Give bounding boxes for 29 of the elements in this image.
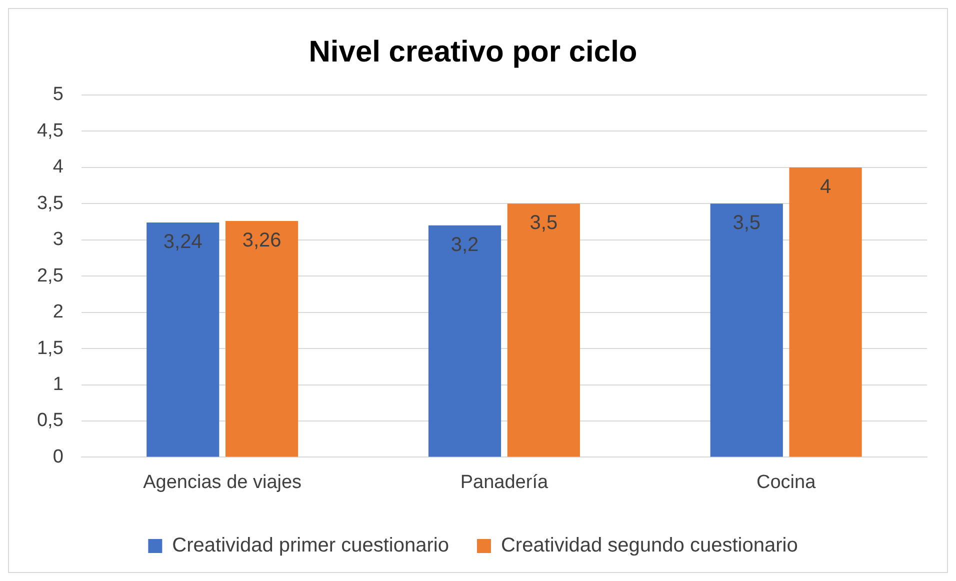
legend-label: Creatividad segundo cuestionario — [500, 534, 798, 557]
y-tick-label: 0,5 — [36, 410, 64, 432]
y-tick-label: 4,5 — [36, 120, 64, 142]
bar — [710, 204, 783, 457]
x-tick-label: Panadería — [460, 472, 548, 493]
x-tick-label: Agencias de viajes — [143, 472, 302, 493]
bar — [428, 225, 502, 457]
legend-label: Creatividad primer cuestionario — [172, 534, 449, 557]
y-tick-label: 4 — [52, 156, 64, 178]
y-tick-label: 1 — [52, 374, 64, 395]
y-tick-label: 1,5 — [36, 338, 64, 359]
data-label: 3,24 — [163, 231, 202, 254]
data-label: 3,5 — [530, 212, 558, 234]
y-tick-label: 3,5 — [36, 192, 64, 214]
y-tick-label: 2,5 — [36, 265, 64, 286]
y-tick-label: 5 — [52, 84, 64, 106]
chart-title: Nivel creativo por ciclo — [308, 35, 638, 68]
data-label: 4 — [820, 176, 832, 198]
bar — [226, 221, 298, 457]
bar — [789, 167, 862, 457]
bar — [146, 222, 220, 457]
data-label: 3,5 — [732, 212, 761, 234]
x-tick-label: Cocina — [756, 472, 816, 493]
bar — [507, 204, 580, 457]
y-tick-label: 3 — [52, 229, 64, 250]
y-tick-label: 0 — [52, 446, 64, 468]
data-label: 3,26 — [242, 230, 282, 252]
data-label: 3,2 — [450, 234, 479, 256]
y-tick-label: 2 — [52, 302, 64, 323]
